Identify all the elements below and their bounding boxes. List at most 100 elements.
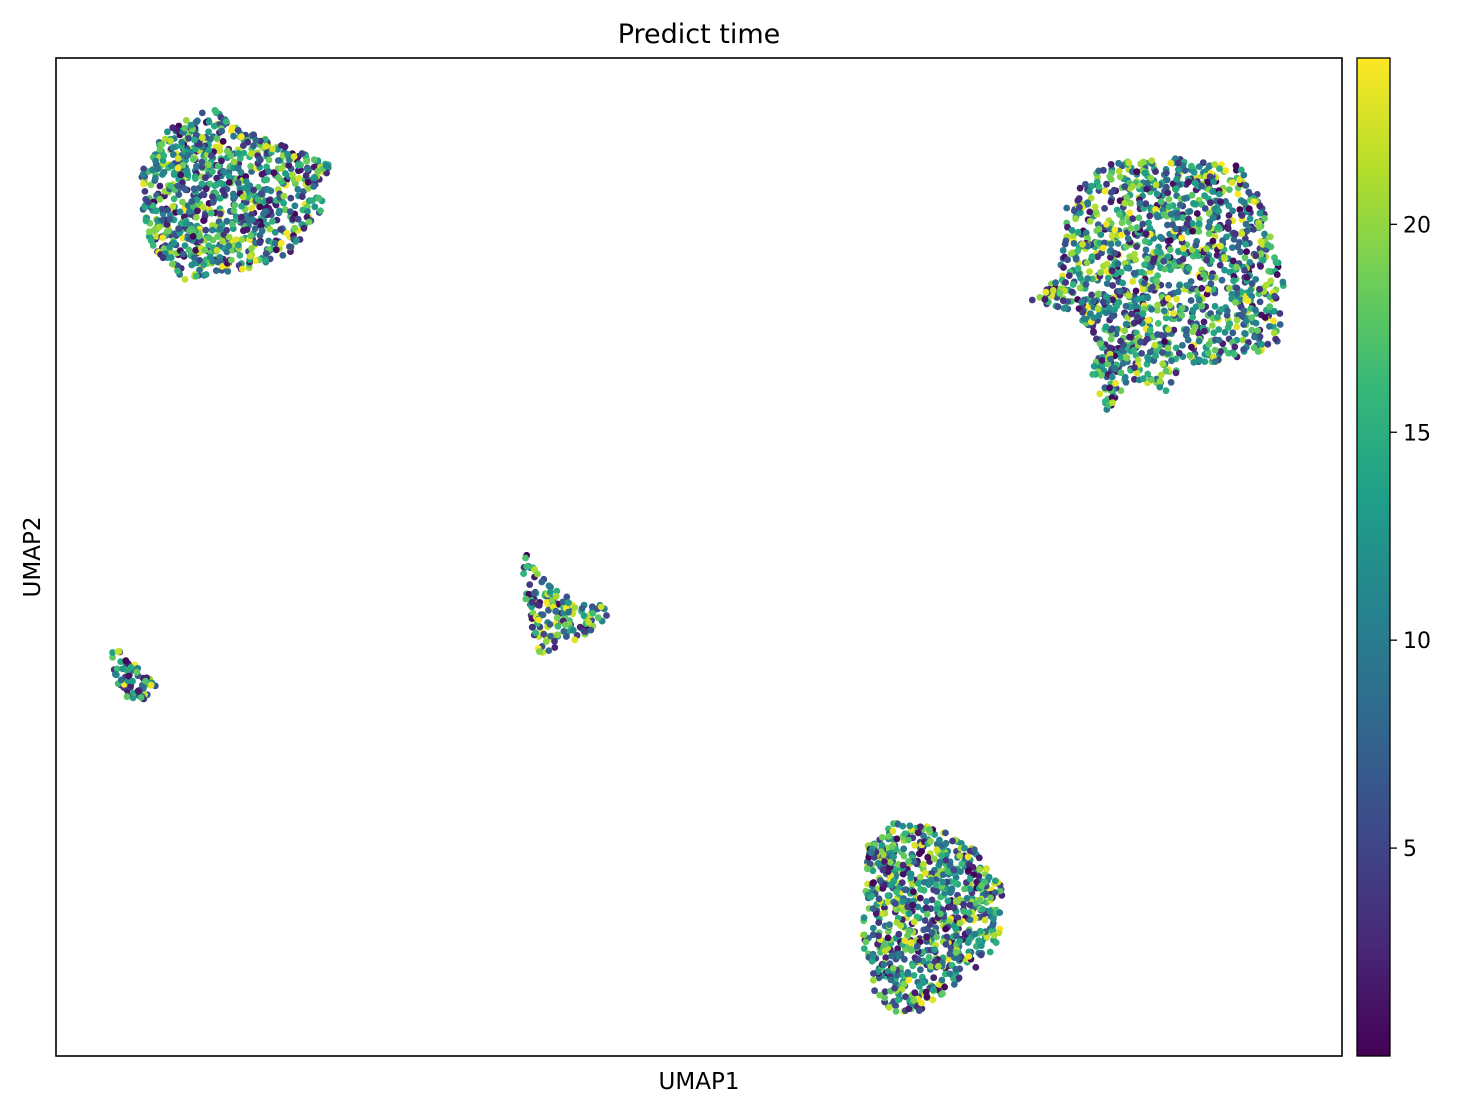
scatter-point xyxy=(1146,348,1154,356)
scatter-point xyxy=(965,928,973,936)
scatter-point xyxy=(1084,200,1092,208)
scatter-point xyxy=(915,956,922,964)
scatter-point xyxy=(966,875,974,883)
scatter-point xyxy=(938,976,946,984)
scatter-point xyxy=(885,1003,893,1011)
scatter-point xyxy=(252,136,260,144)
scatter-point xyxy=(534,601,542,609)
scatter-point xyxy=(522,595,530,603)
scatter-point xyxy=(1237,248,1244,256)
scatter-point xyxy=(1205,230,1213,238)
scatter-point xyxy=(1195,228,1203,235)
scatter-point xyxy=(1164,189,1172,197)
scatter-point xyxy=(951,879,959,887)
scatter-point xyxy=(921,917,929,924)
scatter-point xyxy=(1078,298,1086,306)
scatter-point xyxy=(1137,338,1144,346)
scatter-point xyxy=(1100,166,1107,174)
scatter-point xyxy=(1215,207,1223,215)
scatter-point xyxy=(216,147,223,155)
scatter-point xyxy=(175,191,183,199)
scatter-point xyxy=(1195,220,1203,228)
scatter-point xyxy=(989,926,997,934)
scatter-point xyxy=(874,860,882,867)
scatter-point xyxy=(212,107,219,115)
scatter-point xyxy=(248,204,256,212)
scatter-point xyxy=(563,593,571,601)
scatter-point xyxy=(1165,326,1172,333)
scatter-point xyxy=(1164,344,1172,352)
scatter-point xyxy=(271,228,279,236)
scatter-point xyxy=(886,921,893,928)
scatter-point xyxy=(1240,346,1247,353)
scatter-point xyxy=(1076,203,1083,211)
scatter-point xyxy=(987,894,995,902)
scatter-point xyxy=(561,621,569,629)
scatter-point xyxy=(1182,331,1190,339)
scatter-point xyxy=(289,215,297,223)
scatter-point xyxy=(932,881,940,888)
scatter-point xyxy=(199,204,207,211)
scatter-point xyxy=(1068,288,1076,296)
scatter-point xyxy=(879,866,887,874)
scatter-point xyxy=(181,124,189,132)
scatter-point xyxy=(1079,240,1086,248)
scatter-point xyxy=(1233,263,1240,271)
scatter-point xyxy=(990,915,997,923)
scatter-point xyxy=(109,649,116,656)
scatter-point xyxy=(1168,357,1175,365)
scatter-point xyxy=(933,933,940,941)
scatter-point xyxy=(898,985,906,993)
scatter-point xyxy=(1104,360,1112,368)
scatter-point xyxy=(1101,239,1108,247)
x-axis-label: UMAP1 xyxy=(659,1069,740,1095)
scatter-point xyxy=(1215,223,1222,231)
scatter-point xyxy=(271,239,279,247)
scatter-point xyxy=(966,901,974,909)
scatter-point xyxy=(244,138,252,146)
scatter-point xyxy=(552,592,560,600)
scatter-point xyxy=(1084,275,1092,282)
scatter-point xyxy=(1101,187,1109,195)
scatter-point xyxy=(902,993,909,1001)
scatter-point xyxy=(1115,167,1123,175)
scatter-point xyxy=(235,150,242,157)
scatter-point xyxy=(906,822,914,830)
scatter-point xyxy=(1107,161,1115,168)
scatter-point xyxy=(247,162,255,170)
scatter-point xyxy=(876,991,884,999)
scatter-point xyxy=(1219,237,1226,245)
scatter-point xyxy=(209,168,216,176)
scatter-point xyxy=(142,677,149,685)
scatter-point xyxy=(869,924,877,932)
scatter-point xyxy=(298,193,306,201)
scatter-point xyxy=(1059,247,1067,254)
scatter-point xyxy=(983,865,990,873)
scatter-point xyxy=(947,944,955,952)
scatter-point xyxy=(986,907,994,915)
scatter-point xyxy=(1225,202,1233,210)
scatter-point xyxy=(166,244,174,251)
scatter-point xyxy=(225,242,233,250)
scatter-point xyxy=(227,152,235,160)
scatter-point xyxy=(192,246,200,254)
scatter-point xyxy=(1132,287,1140,295)
scatter-point xyxy=(1189,313,1197,321)
scatter-point xyxy=(275,174,282,182)
scatter-point xyxy=(917,966,924,974)
scatter-point xyxy=(915,829,922,837)
scatter-point xyxy=(1095,225,1103,233)
scatter-point xyxy=(1176,201,1184,209)
scatter-point xyxy=(538,578,546,586)
scatter-point xyxy=(1186,351,1194,359)
scatter-point xyxy=(1192,241,1200,249)
scatter-point xyxy=(528,623,536,631)
scatter-point xyxy=(221,168,228,176)
scatter-point xyxy=(1250,198,1258,205)
scatter-point xyxy=(923,911,931,918)
scatter-point xyxy=(147,681,155,689)
scatter-point xyxy=(1236,176,1244,184)
scatter-point xyxy=(240,149,248,157)
scatter-point xyxy=(926,921,934,928)
scatter-point xyxy=(209,199,217,206)
